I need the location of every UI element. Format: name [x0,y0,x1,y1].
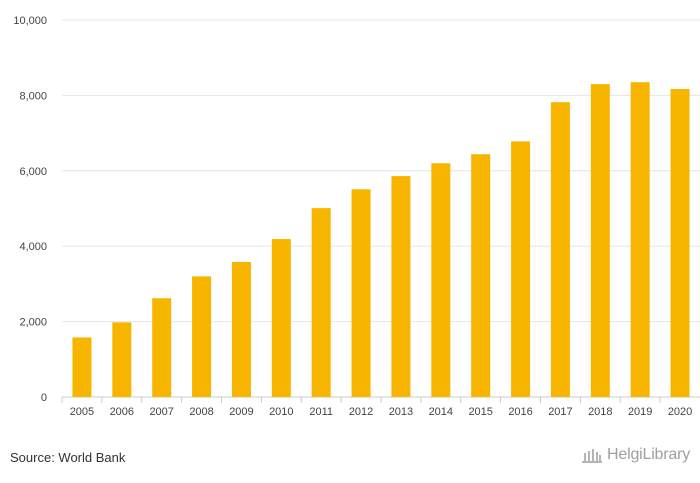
bar-2015[interactable] [471,154,491,397]
x-tick-label: 2011 [309,406,333,418]
x-tick-label: 2007 [149,406,173,418]
bar-2007[interactable] [152,298,172,397]
brand-logo-block[interactable]: HelgiLibrary [581,446,690,464]
bar-2006[interactable] [112,322,132,397]
x-tick-label: 2020 [668,406,692,418]
y-tick-label: 2,000 [19,317,47,329]
bar-2014[interactable] [431,163,451,397]
y-tick-label: 0 [41,392,47,404]
bar-2017[interactable] [550,102,570,397]
x-tick-label: 2006 [110,406,134,418]
bar-2010[interactable] [271,239,291,397]
x-tick-label: 2015 [468,406,492,418]
bar-2011[interactable] [311,208,331,397]
bar-2013[interactable] [391,176,411,397]
x-tick-label: 2010 [269,406,293,418]
bar-2018[interactable] [590,84,610,397]
brand-name: HelgiLibrary [607,446,690,463]
x-tick-label: 2005 [70,406,94,418]
bar-2008[interactable] [192,276,212,397]
y-tick-label: 4,000 [19,241,47,253]
x-tick-label: 2017 [548,406,572,418]
x-tick-label: 2008 [189,406,213,418]
x-tick-label: 2013 [389,406,413,418]
y-tick-label: 10,000 [13,15,47,27]
bar-2016[interactable] [511,141,531,397]
x-tick-label: 2018 [588,406,612,418]
source-note: Source: World Bank [10,450,126,465]
x-tick-label: 2016 [508,406,532,418]
y-tick-label: 6,000 [19,166,47,178]
bar-2009[interactable] [231,262,251,397]
y-tick-label: 8,000 [19,90,47,102]
library-building-icon [582,449,603,463]
bar-2019[interactable] [630,82,650,397]
bar-2020[interactable] [670,88,690,397]
bar-chart: 0 2,000 4,000 6,000 8,000 10,000 2005 2006 2007 2… [13,15,700,418]
x-tick-label: 2009 [229,406,253,418]
bar-2005[interactable] [72,337,92,397]
bar-2012[interactable] [351,189,371,397]
x-tick-label: 2014 [429,406,453,418]
x-tick-label: 2012 [349,406,373,418]
x-tick-label: 2019 [628,406,652,418]
